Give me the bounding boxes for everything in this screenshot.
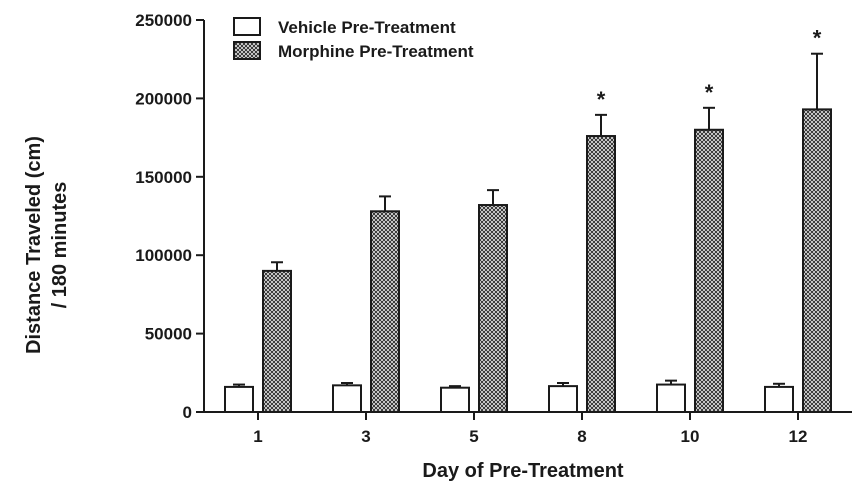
legend-label-vehicle: Vehicle Pre-Treatment <box>278 18 456 37</box>
bar-morphine <box>586 135 616 413</box>
bar-morphine <box>370 210 400 413</box>
y-tick-label: 200000 <box>135 89 192 108</box>
bars <box>224 108 832 414</box>
bar-vehicle <box>548 385 578 413</box>
y-tick-label: 150000 <box>135 168 192 187</box>
bar-vehicle <box>656 383 686 413</box>
y-axis-title-line-2: / 180 minutes <box>49 182 71 309</box>
y-axis: 0 50000 100000 150000 200000 250000 <box>135 11 205 422</box>
x-tick-label: 5 <box>469 427 478 446</box>
x-tick-label: 8 <box>577 427 586 446</box>
y-axis-title: Distance Traveled (cm) / 180 minutes <box>23 136 71 354</box>
x-axis: 1 3 5 8 10 12 <box>204 411 852 446</box>
bar-morphine <box>478 204 508 413</box>
bar-morphine <box>694 128 724 413</box>
bar-vehicle <box>224 385 254 413</box>
x-tick-label: 12 <box>789 427 808 446</box>
significance-asterisk: * <box>705 80 714 105</box>
y-tick-label: 250000 <box>135 11 192 30</box>
significance-marks: * * * <box>597 26 822 112</box>
x-tick-label: 10 <box>681 427 700 446</box>
x-tick-label: 1 <box>253 427 262 446</box>
significance-asterisk: * <box>597 87 606 112</box>
legend-label-morphine: Morphine Pre-Treatment <box>278 42 474 61</box>
x-axis-title: Day of Pre-Treatment <box>422 460 624 482</box>
bar-vehicle <box>764 385 794 413</box>
bar-vehicle <box>332 384 362 413</box>
y-axis-title-line-1: Distance Traveled (cm) <box>23 136 45 354</box>
legend-swatch-vehicle <box>233 17 261 36</box>
bar-morphine <box>262 269 292 413</box>
legend-swatch-morphine <box>233 41 261 60</box>
legend: Vehicle Pre-Treatment Morphine Pre-Treat… <box>233 17 474 61</box>
bar-morphine <box>802 108 832 413</box>
significance-asterisk: * <box>813 26 822 51</box>
x-tick-label: 3 <box>361 427 370 446</box>
error-bars <box>233 52 823 388</box>
y-tick-label: 0 <box>183 403 192 422</box>
y-tick-label: 50000 <box>145 325 192 344</box>
bar-vehicle <box>440 386 470 414</box>
y-tick-label: 100000 <box>135 246 192 265</box>
